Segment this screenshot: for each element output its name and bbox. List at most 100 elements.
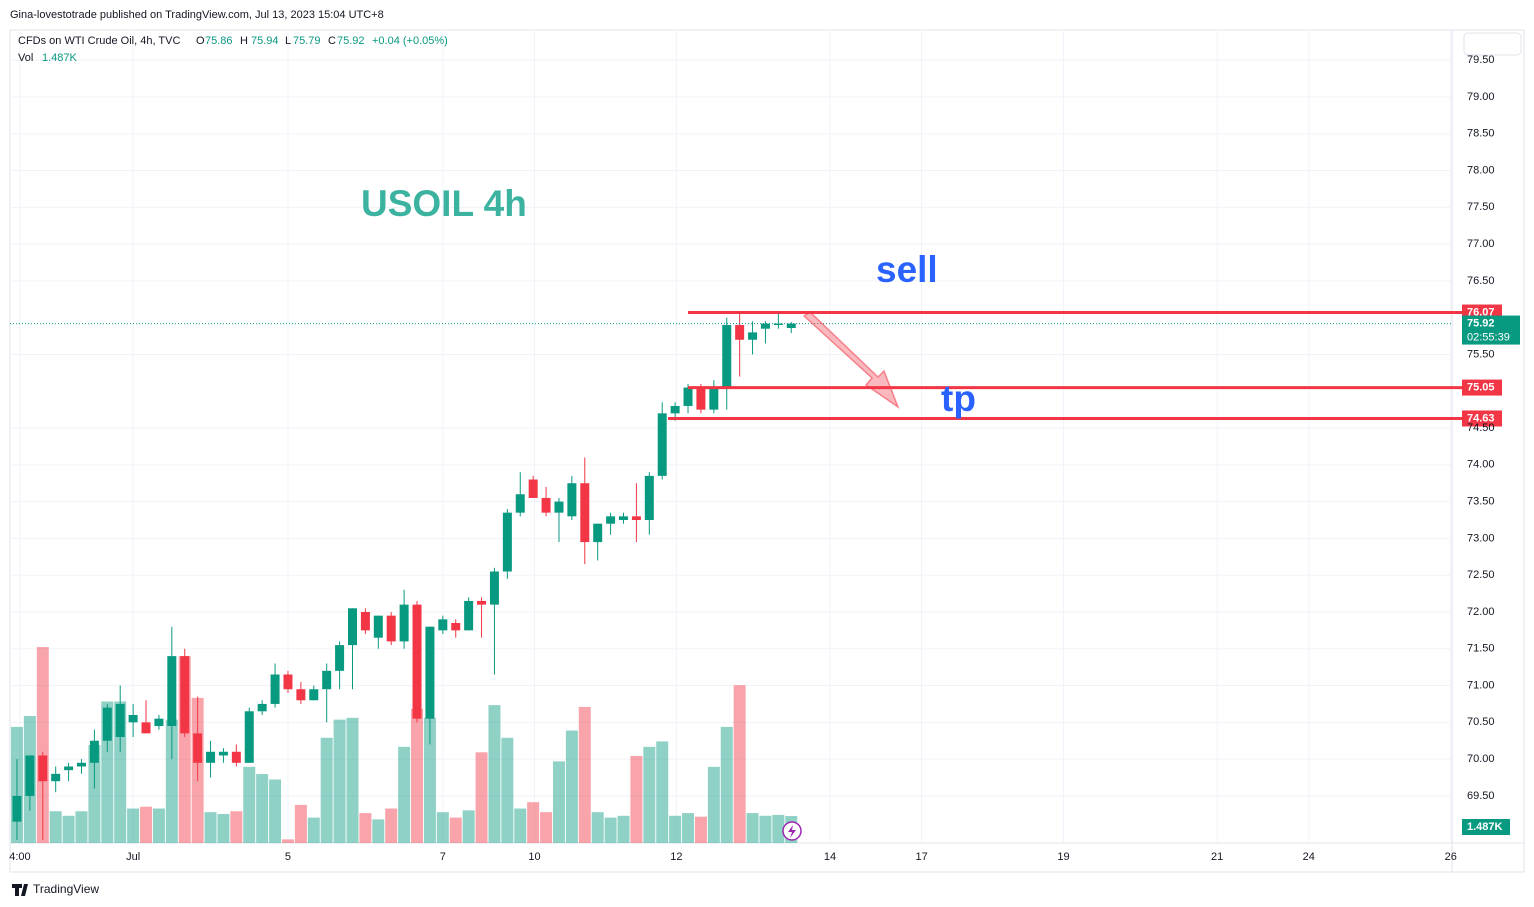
candle-body xyxy=(218,751,228,756)
volume-bar xyxy=(540,812,553,843)
candle-body xyxy=(231,751,241,763)
x-tick-label: Jul xyxy=(126,851,140,863)
candle-body xyxy=(735,325,745,340)
volume-bar xyxy=(733,685,746,843)
volume-bar xyxy=(49,811,62,843)
y-tick-label: 71.00 xyxy=(1467,679,1495,691)
volume-bar xyxy=(62,815,75,843)
candle-body xyxy=(373,615,383,638)
volume-bar xyxy=(127,808,140,843)
price-badge-label: 74.63 xyxy=(1467,412,1495,424)
candle-body xyxy=(167,656,177,727)
candle-body xyxy=(438,619,448,631)
candle-body xyxy=(580,483,590,543)
candle-body xyxy=(760,323,770,329)
volume-bar xyxy=(372,819,385,843)
volume-bar xyxy=(140,806,153,843)
last-price-badge xyxy=(1462,315,1520,345)
candle-body xyxy=(606,516,616,524)
candle-body xyxy=(567,483,577,517)
ohlc-label: H xyxy=(240,35,248,47)
volume-bar xyxy=(475,752,488,843)
volume-bar xyxy=(669,815,682,843)
ohlc-value: 75.94 xyxy=(251,35,279,47)
volume-bar xyxy=(88,745,101,843)
y-tick-label: 72.00 xyxy=(1467,606,1495,618)
y-tick-label: 76.50 xyxy=(1467,275,1495,287)
countdown: 02:55:39 xyxy=(1467,331,1510,343)
volume-bar xyxy=(307,817,320,843)
candle-body xyxy=(773,323,783,326)
candle-body xyxy=(76,762,86,767)
annotation: tp xyxy=(941,378,976,419)
volume-bar xyxy=(527,802,540,843)
volume-bar xyxy=(759,815,772,843)
x-tick-label: 7 xyxy=(440,851,446,863)
y-tick-label: 74.50 xyxy=(1467,422,1495,434)
ohlc-value: 75.86 xyxy=(205,35,233,47)
candle-body xyxy=(257,703,267,712)
candle-body xyxy=(412,604,422,719)
toolbar-button[interactable] xyxy=(1463,32,1522,56)
volume-bar xyxy=(230,811,243,843)
price-badge xyxy=(1462,410,1502,427)
ohlc-value: 75.79 xyxy=(293,35,321,47)
candle-body xyxy=(722,325,732,388)
candle-body xyxy=(657,413,667,476)
volume-bar xyxy=(746,813,759,843)
volume-bar xyxy=(707,766,720,843)
volume-bar xyxy=(269,779,282,843)
volume-bar xyxy=(514,808,527,843)
candle-body xyxy=(477,600,487,605)
y-tick-label: 73.00 xyxy=(1467,532,1495,544)
candle-body xyxy=(709,387,719,410)
x-tick-label: 5 xyxy=(285,851,291,863)
volume-bar xyxy=(591,812,604,843)
candle-body xyxy=(786,323,796,328)
candle-body xyxy=(51,773,61,782)
ohlc-label: L xyxy=(285,35,291,47)
volume-bar xyxy=(75,811,88,843)
volume-bar xyxy=(398,746,411,843)
candle-body xyxy=(399,604,409,642)
volume-bar xyxy=(565,730,578,843)
candle-body xyxy=(619,516,629,521)
candle-body xyxy=(335,645,345,671)
volume-bar xyxy=(411,708,424,843)
candle-body xyxy=(283,674,293,690)
candle-body xyxy=(425,626,435,719)
y-tick-label: 77.00 xyxy=(1467,238,1495,250)
candle-body xyxy=(631,516,641,521)
candle-body xyxy=(12,795,22,822)
volume-bar xyxy=(217,813,230,843)
candle-body xyxy=(128,714,138,723)
volume-bar xyxy=(694,816,707,843)
candle-body xyxy=(554,501,564,513)
volume-bar xyxy=(552,761,565,843)
volume-bar xyxy=(423,717,436,843)
volume-bar xyxy=(281,839,294,843)
candle-body xyxy=(696,387,706,410)
y-tick-label: 72.50 xyxy=(1467,569,1495,581)
candle-layer xyxy=(12,312,796,841)
candle-body xyxy=(206,751,216,763)
volume-bar xyxy=(449,817,462,843)
volume-bar xyxy=(772,814,785,843)
y-tick-label: 71.50 xyxy=(1467,643,1495,655)
x-tick-label: 10 xyxy=(528,851,540,863)
price-badge-label: 76.07 xyxy=(1467,306,1495,318)
y-tick-label: 73.50 xyxy=(1467,496,1495,508)
volume-bar xyxy=(204,812,217,843)
logo xyxy=(12,884,28,896)
candle-body xyxy=(102,707,112,741)
volume-bar xyxy=(36,647,49,843)
candle-body xyxy=(683,387,693,406)
volume-bar xyxy=(436,812,449,843)
volume-name: Vol xyxy=(18,52,33,64)
volume-bar xyxy=(630,755,643,843)
y-tick-label: 70.00 xyxy=(1467,753,1495,765)
ohlc-label: C xyxy=(328,35,336,47)
y-tick-label: 74.00 xyxy=(1467,459,1495,471)
volume-badge-label: 1.487K xyxy=(1467,821,1503,833)
candle-body xyxy=(25,755,35,796)
